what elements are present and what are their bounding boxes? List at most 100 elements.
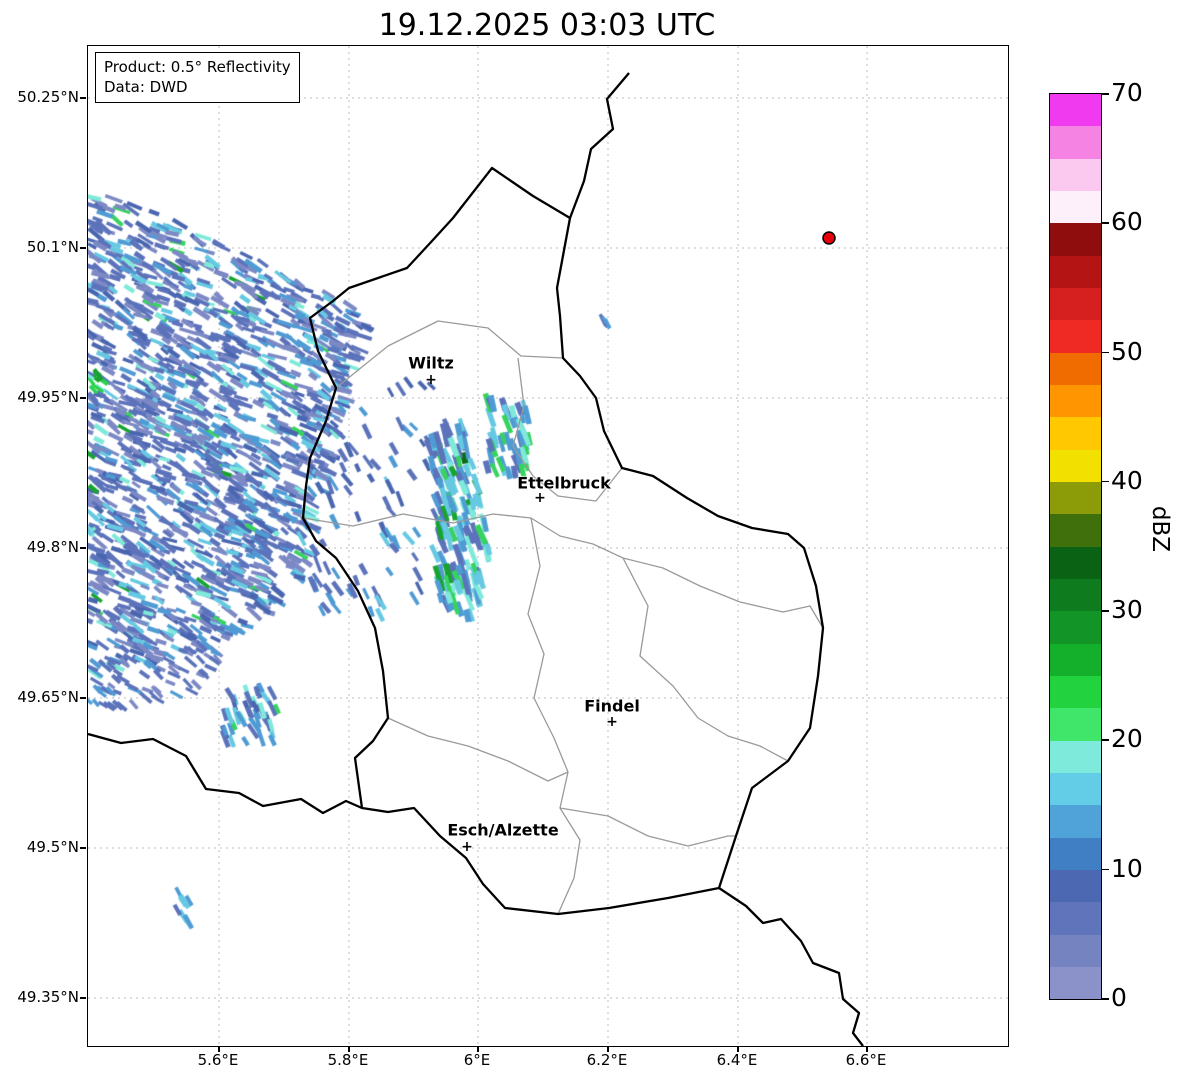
- xtick-label: 6.2°E: [586, 1051, 628, 1069]
- colorbar-band: [1050, 352, 1101, 385]
- colorbar-band: [1050, 417, 1101, 450]
- colorbar-band: [1050, 740, 1101, 773]
- ytick-mark: [80, 97, 86, 99]
- ytick-mark: [80, 547, 86, 549]
- country-border: [568, 72, 630, 219]
- colorbar-tick-mark: [1102, 868, 1109, 871]
- colorbar-tick-label: 50: [1111, 336, 1143, 366]
- xtick-mark: [348, 1046, 350, 1052]
- ytick-mark: [80, 847, 86, 849]
- colorbar-band: [1050, 837, 1101, 870]
- district-border: [387, 717, 569, 782]
- colorbar-band: [1050, 805, 1101, 838]
- map-labels: Wiltz + Ettelbruck + Findel + Esch/Alzette +: [88, 46, 1008, 1046]
- colorbar-band: [1050, 902, 1101, 935]
- xtick-label: 5.8°E: [327, 1051, 369, 1069]
- colorbar-tick-label: 0: [1111, 983, 1127, 1012]
- colorbar-band: [1050, 384, 1101, 418]
- colorbar-band: [1050, 94, 1101, 127]
- xtick-label: 6.6°E: [845, 1051, 887, 1069]
- colorbar-colors: [1050, 94, 1101, 1000]
- city-marker-icon: +: [425, 372, 437, 388]
- district-border: [622, 557, 789, 762]
- city-marker-icon: +: [606, 714, 618, 730]
- colorbar-band: [1050, 287, 1101, 321]
- colorbar-band: [1050, 546, 1101, 579]
- figure-title: 19.12.2025 03:03 UTC: [378, 8, 716, 43]
- city-label: Esch/Alzette: [447, 820, 559, 840]
- district-border: [527, 517, 581, 915]
- colorbar-band: [1050, 869, 1101, 903]
- product-info-box: Product: 0.5° Reflectivity Data: DWD: [95, 52, 300, 103]
- ytick-label: 50.25°N: [17, 88, 79, 106]
- country-border: [718, 887, 864, 1046]
- ytick-label: 49.65°N: [17, 688, 79, 706]
- colorbar: [1049, 93, 1102, 1000]
- ytick-label: 50.1°N: [26, 238, 79, 256]
- radar-echo-layer: [88, 46, 1008, 1046]
- ytick-mark: [80, 997, 86, 999]
- border-layer: [88, 72, 864, 1046]
- city-marker-icon: +: [461, 839, 473, 855]
- city-label: Ettelbruck: [517, 473, 611, 493]
- colorbar-tick-label: 10: [1111, 853, 1143, 883]
- colorbar-band: [1050, 158, 1101, 191]
- colorbar-band: [1050, 966, 1101, 1000]
- ytick-mark: [80, 397, 86, 399]
- ytick-mark: [80, 247, 86, 249]
- colorbar-tick-mark: [1102, 93, 1109, 95]
- product-info-line2: Data: DWD: [104, 78, 188, 97]
- city-label: Findel: [584, 696, 640, 716]
- colorbar-tick-mark: [1102, 480, 1109, 483]
- colorbar-band: [1050, 578, 1101, 612]
- colorbar-tick-mark: [1102, 222, 1109, 224]
- district-border: [512, 357, 623, 502]
- colorbar-band: [1050, 223, 1101, 256]
- colorbar-tick-label: 30: [1111, 595, 1143, 625]
- xtick-mark: [737, 1046, 739, 1052]
- district-border: [335, 320, 564, 389]
- colorbar-tick-mark: [1102, 739, 1109, 742]
- colorbar-band: [1050, 675, 1101, 709]
- colorbar-band: [1050, 190, 1101, 224]
- colorbar-band: [1050, 320, 1101, 353]
- city-marker-icon: +: [534, 490, 546, 506]
- ytick-label: 49.8°N: [26, 538, 79, 556]
- colorbar-band: [1050, 255, 1101, 288]
- xtick-mark: [218, 1046, 220, 1052]
- product-info-line1: Product: 0.5° Reflectivity: [104, 58, 291, 76]
- xtick-mark: [477, 1046, 479, 1052]
- colorbar-tick-label: 70: [1111, 78, 1143, 107]
- xtick-label: 6°E: [463, 1051, 491, 1069]
- xtick-label: 5.6°E: [197, 1051, 239, 1069]
- colorbar-tick-label: 40: [1111, 465, 1143, 495]
- map-plot-area: Wiltz + Ettelbruck + Findel + Esch/Alzette +: [87, 45, 1009, 1047]
- district-border: [559, 807, 736, 847]
- colorbar-tick-mark: [1102, 610, 1109, 612]
- colorbar-band: [1050, 449, 1101, 482]
- colorbar-band: [1050, 481, 1101, 515]
- ytick-label: 49.5°N: [26, 838, 79, 856]
- xtick-label: 6.4°E: [716, 1051, 758, 1069]
- district-border: [302, 513, 824, 629]
- colorbar-band: [1050, 611, 1101, 644]
- xtick-mark: [607, 1046, 609, 1052]
- ytick-label: 49.95°N: [17, 388, 79, 406]
- colorbar-tick-label: 20: [1111, 724, 1143, 754]
- country-border: [88, 732, 363, 815]
- country-border: [301, 166, 825, 916]
- colorbar-band: [1050, 772, 1101, 806]
- xtick-mark: [866, 1046, 868, 1052]
- colorbar-tick-mark: [1102, 998, 1109, 1000]
- colorbar-band: [1050, 934, 1101, 967]
- colorbar-band: [1050, 643, 1101, 676]
- radar-site-marker: [822, 231, 836, 245]
- colorbar-tick-label: 60: [1111, 207, 1143, 237]
- colorbar-band: [1050, 708, 1101, 741]
- colorbar-band: [1050, 514, 1101, 547]
- ytick-mark: [80, 697, 86, 699]
- city-label: Wiltz: [408, 353, 454, 373]
- colorbar-tick-mark: [1102, 351, 1109, 354]
- colorbar-axis-label: dBZ: [1147, 505, 1174, 553]
